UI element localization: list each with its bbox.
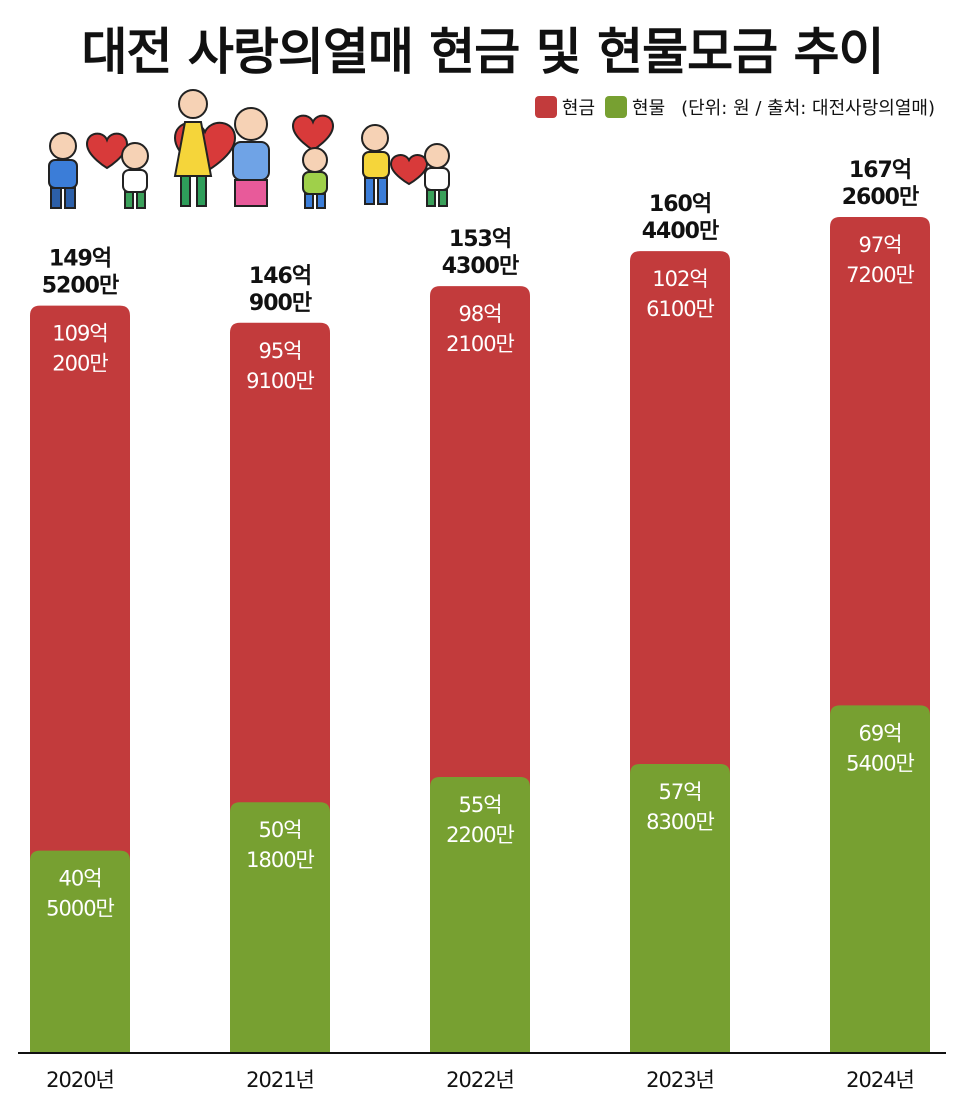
bar-goods-2022년: [430, 776, 530, 1053]
label-goods-2021년: 50억 1800만: [246, 818, 314, 872]
x-tick-label-2023년: 2023년: [646, 1068, 714, 1092]
bar-cash-2024년: [830, 217, 930, 718]
chart-title: 대전 사랑의열매 현금 및 현물모금 추이: [81, 23, 884, 81]
label-total-2020년: 149억 5200만: [42, 247, 119, 299]
x-tick-label-2022년: 2022년: [446, 1068, 514, 1092]
characters-illustration: [48, 89, 450, 209]
bar-cash-2021년: [230, 322, 330, 815]
bar-cash-2020년: [30, 305, 130, 863]
label-goods-2020년: 40억 5000만: [46, 867, 114, 921]
label-goods-2024년: 69억 5400만: [846, 721, 914, 775]
label-cash-2024년: 97억 7200만: [846, 233, 914, 287]
x-tick-label-2021년: 2021년: [246, 1068, 314, 1092]
heart-icon: [85, 132, 129, 170]
label-cash-2020년: 109억 200만: [52, 322, 108, 376]
x-tick-label-2020년: 2020년: [46, 1068, 114, 1092]
person-icon: [424, 143, 450, 207]
person-icon: [302, 147, 328, 209]
label-goods-2023년: 57억 8300만: [646, 780, 714, 834]
person-icon: [121, 142, 149, 209]
legend-label-goods: 현물: [632, 98, 666, 119]
label-cash-2021년: 95억 9100만: [246, 339, 314, 393]
label-goods-2022년: 55억 2200만: [446, 793, 514, 847]
label-total-2023년: 160억 4400만: [642, 192, 719, 244]
bar-cash-2023년: [630, 251, 730, 776]
person-icon: [361, 124, 390, 205]
person-icon: [173, 89, 213, 207]
person-icon: [48, 132, 78, 209]
heart-icon: [291, 114, 335, 152]
bar-goods-2023년: [630, 763, 730, 1053]
label-total-2022년: 153억 4300만: [442, 227, 519, 279]
unit-source-note: (단위: 원 / 출처: 대전사랑의열매): [681, 98, 935, 119]
label-cash-2022년: 98억 2100만: [446, 302, 514, 356]
label-cash-2023년: 102억 6100만: [646, 267, 714, 321]
person-icon: [232, 107, 270, 207]
label-total-2024년: 167억 2600만: [842, 158, 919, 210]
legend-label-cash: 현금: [561, 98, 596, 119]
bar-goods-2020년: [30, 850, 130, 1053]
bar-goods-2024년: [830, 705, 930, 1053]
bar-cash-2022년: [430, 286, 530, 789]
legend-swatch-goods: [605, 96, 628, 118]
label-total-2021년: 146억 900만: [249, 264, 312, 316]
legend-swatch-cash: [534, 96, 557, 118]
x-tick-label-2024년: 2024년: [846, 1068, 914, 1092]
legend: 현금 현물 (단위: 원 / 출처: 대전사랑의열매): [534, 94, 935, 120]
bar-goods-2021년: [230, 802, 330, 1053]
